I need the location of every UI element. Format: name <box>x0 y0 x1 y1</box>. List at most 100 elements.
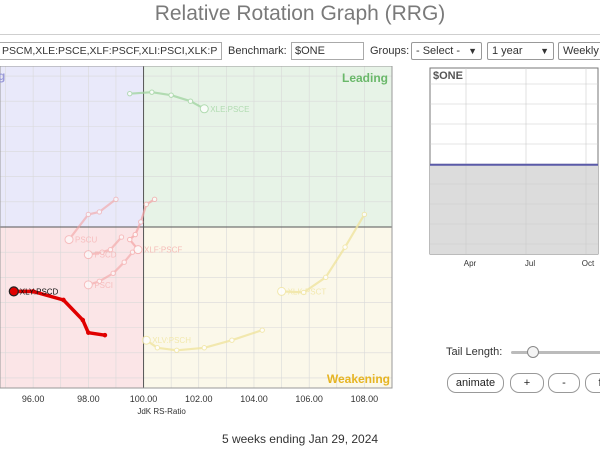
series-point <box>86 330 91 335</box>
chevron-down-icon: ▼ <box>540 46 549 56</box>
series-point <box>121 259 127 265</box>
tail-length-slider[interactable] <box>511 346 600 358</box>
series-point <box>259 327 265 333</box>
benchmark-input[interactable]: $ONE <box>291 42 364 60</box>
mini-chart-title: $ONE <box>433 70 463 82</box>
series-point <box>342 244 348 250</box>
rrg-chart[interactable]: XLE:PSCE XLF:PSCF XLK:PSCT XLV:PSCH PSCI PSCD… <box>0 66 420 420</box>
series-point <box>151 196 158 203</box>
x-tick-label: 102.00 <box>185 394 213 404</box>
series-head-point <box>64 235 74 245</box>
quadrant-weakening <box>143 227 392 388</box>
series-xlv-psch: XLV:PSCH <box>141 327 265 353</box>
mini-x-tick-label: Oct <box>582 259 595 268</box>
series-xlf-pscf: XLF:PSCF <box>127 196 182 255</box>
x-tick-label: 96.00 <box>22 394 45 404</box>
series-point <box>132 231 138 238</box>
series-point <box>201 345 207 351</box>
series-label: PSCD <box>94 251 116 260</box>
zoom-in-button[interactable]: + <box>510 373 544 393</box>
series-point <box>127 90 133 97</box>
series-label: XLY:PSCD <box>20 287 59 296</box>
groups-select[interactable]: - Select - ▼ <box>411 42 482 60</box>
series-head-point <box>83 250 93 260</box>
slider-handle[interactable] <box>527 346 539 358</box>
x-tick-label: 98.00 <box>77 394 100 404</box>
series-point <box>99 249 105 255</box>
series-label: XLE:PSCE <box>210 105 249 114</box>
chevron-down-icon: ▼ <box>468 46 477 56</box>
date-range-footer: 5 weeks ending Jan 29, 2024 <box>221 432 379 446</box>
series-head-point <box>83 280 93 290</box>
series-pscd: PSCD <box>83 234 125 260</box>
title-divider <box>0 34 600 35</box>
series-point <box>173 347 180 353</box>
series-point <box>143 201 150 208</box>
mini-x-tick-label: Jul <box>525 259 535 268</box>
tail-length-label: Tail Length: <box>446 346 503 358</box>
series-point <box>187 98 194 104</box>
series-point <box>361 211 368 218</box>
frequency-select-value: Weekly <box>563 45 599 57</box>
series-head-point <box>277 286 287 296</box>
slider-track <box>511 351 600 354</box>
symbols-input[interactable]: PSCM,XLE:PSCE,XLF:PSCF,XLI:PSCI,XLK:P <box>0 42 222 60</box>
plot-frame <box>0 66 393 389</box>
quadrant-label-lagging: g <box>0 69 5 83</box>
groups-select-value: - Select - <box>416 45 461 57</box>
series-point <box>85 211 92 218</box>
series-point <box>80 317 86 323</box>
next-button[interactable]: f <box>585 373 600 393</box>
zoom-out-button[interactable]: - <box>548 373 580 393</box>
series-label: XLF:PSCF <box>144 246 182 255</box>
mini-chart-fill <box>430 164 598 254</box>
frequency-select[interactable]: Weekly <box>558 42 600 60</box>
series-label: XLK:PSCT <box>288 287 327 296</box>
x-axis-label: JdK RS-Ratio <box>137 407 186 416</box>
series-head-point <box>8 286 19 297</box>
series-point <box>168 92 174 98</box>
series-point <box>154 345 161 351</box>
period-select[interactable]: 1 year ▼ <box>487 42 554 60</box>
series-point <box>96 209 103 215</box>
x-tick-label: 106.00 <box>295 394 323 404</box>
x-tick-label: 100.00 <box>130 394 158 404</box>
benchmark-label: Benchmark: <box>228 45 287 57</box>
series-point <box>110 270 116 276</box>
page-title: Relative Rotation Graph (RRG) <box>154 2 446 25</box>
series-xle-psce: XLE:PSCE <box>127 89 249 114</box>
series-point <box>118 234 125 240</box>
period-select-value: 1 year <box>492 45 523 57</box>
quadrant-label-weakening: Weakening <box>327 372 390 386</box>
series-head-point <box>141 335 151 345</box>
series-pscu: PSCU <box>64 196 119 245</box>
series-point <box>102 332 108 338</box>
series-point <box>138 219 144 225</box>
series-point <box>149 89 155 95</box>
quadrant-leading <box>143 66 392 227</box>
series-point <box>61 297 66 303</box>
x-tick-label: 104.00 <box>240 394 268 404</box>
x-tick-label: 108.00 <box>351 394 379 404</box>
series-label: XLV:PSCH <box>152 336 191 345</box>
series-xly-pscd: XLY:PSCD <box>8 286 108 338</box>
series-label: PSCI <box>94 281 113 290</box>
quadrant-label-leading: Leading <box>342 71 388 85</box>
animate-button[interactable]: animate <box>447 373 504 393</box>
series-head-point <box>199 104 209 114</box>
series-point <box>96 278 103 285</box>
series-point <box>127 236 133 243</box>
series-point <box>229 337 235 343</box>
benchmark-mini-chart: $ONE Apr Jul Oct <box>429 67 599 268</box>
series-point <box>129 249 136 255</box>
series-point <box>30 289 36 294</box>
series-point <box>107 246 114 253</box>
series-point <box>113 196 119 203</box>
series-head-point <box>133 245 143 255</box>
series-point <box>300 289 307 296</box>
series-point <box>323 274 329 281</box>
series-tail-line <box>87 236 123 256</box>
quadrant-lagging <box>0 66 144 227</box>
series-tail-line <box>12 289 107 337</box>
